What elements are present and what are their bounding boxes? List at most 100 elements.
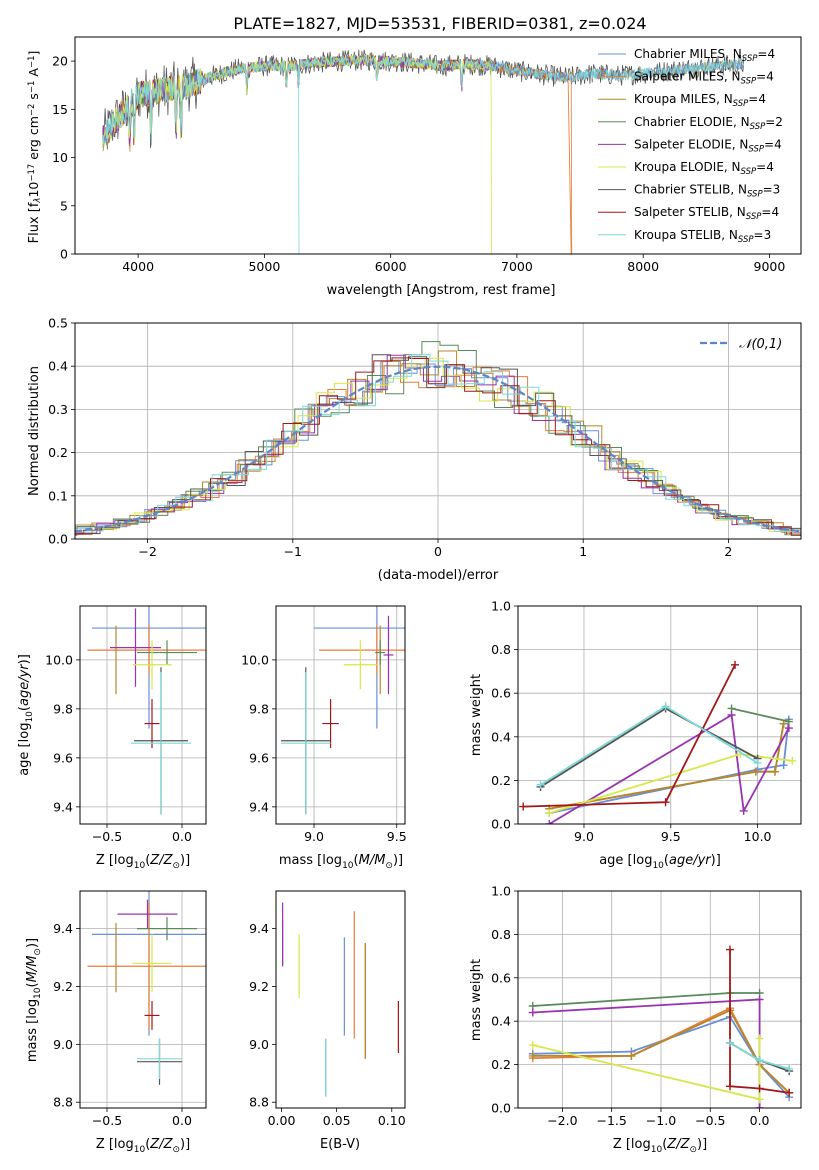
legend-nssp-prefix: , N xyxy=(724,160,741,174)
x-tick-label: 2 xyxy=(724,544,732,559)
y-axis-label-math: s xyxy=(26,93,41,104)
legend-ssp-sub: SSP xyxy=(733,99,749,109)
plot-area xyxy=(87,891,206,1085)
y-tick-label: 0.5 xyxy=(48,316,68,331)
weight-marker xyxy=(755,1095,764,1104)
legend-entry: Kroupa STELIB, NSSP=3 xyxy=(634,228,771,245)
legend-model: Kroupa STELIB xyxy=(634,228,721,242)
axis-label-math: Z xyxy=(149,1137,160,1152)
axis-label-math: )] xyxy=(697,1137,707,1152)
axis-label-math: 10 xyxy=(342,861,354,871)
weight-marker xyxy=(536,780,545,789)
weight-marker xyxy=(726,1038,735,1047)
axis-label-math: M xyxy=(25,971,40,982)
axis-label: age [log10(age/yr)] xyxy=(17,654,35,776)
legend-nssp: 2 xyxy=(775,115,783,129)
y-tick-label: 9.0 xyxy=(53,1037,73,1052)
legend-nssp-prefix: , N xyxy=(729,205,746,219)
legend-eq: = xyxy=(754,228,764,242)
axis-label: Z [log10(Z/Z⊙)] xyxy=(96,853,190,871)
plot-area xyxy=(282,902,399,1097)
spectrum-line-kroupa-stelib xyxy=(102,54,744,254)
axis-label-math: / xyxy=(17,676,32,683)
x-tick-label: 1 xyxy=(579,544,587,559)
legend-eq: = xyxy=(756,160,766,174)
axis-label-math: )] xyxy=(180,1137,190,1152)
axis-label: mass [log10(M/M⊙)] xyxy=(25,938,43,1062)
y-tick-label: 0.0 xyxy=(491,1101,511,1116)
chart-residuals: −2 −1 0 1 2 0.0 0.1 0.2 0.3 0.4 0.5 𝒩(0,1) (data-mod… xyxy=(27,316,802,583)
x-tick-label: 10.0 xyxy=(744,829,772,844)
legend-model: Kroupa ELODIE xyxy=(634,160,724,174)
legend-entry: Salpeter ELODIE, NSSP=4 xyxy=(634,137,782,154)
weight-marker xyxy=(751,767,760,776)
weight-marker xyxy=(784,724,793,733)
y-axis-label-math: ] xyxy=(26,51,41,56)
y-tick-label: 10.0 xyxy=(45,652,73,667)
axis-label-math: )] xyxy=(180,853,190,868)
y-tick-label: 9.6 xyxy=(53,750,73,765)
y-tick-label: 9.0 xyxy=(249,1037,269,1052)
axis-label-math: ⊙ xyxy=(172,861,180,871)
weight-marker xyxy=(753,758,762,767)
axis-label-math: Z xyxy=(666,1137,677,1152)
x-tick-label: 9.5 xyxy=(661,829,681,844)
axis-label-math: 10 xyxy=(134,861,146,871)
y-axis-label-math: −2 xyxy=(27,104,37,117)
legend-nssp: 3 xyxy=(773,183,781,197)
axis-label-math: 10 xyxy=(651,1145,663,1155)
weight-marker xyxy=(528,1041,537,1050)
axis-label-math: ( xyxy=(17,706,32,711)
axis-label-math: )] xyxy=(25,938,40,948)
y-tick-label: 0.2 xyxy=(48,445,68,460)
y-axis-label-math: −1 xyxy=(27,56,37,69)
y-tick-label: 9.8 xyxy=(249,701,269,716)
legend-ssp-sub: SSP xyxy=(747,190,763,200)
weight-marker xyxy=(739,806,748,815)
x-tick-label: 5000 xyxy=(248,259,280,274)
axis-label-math: Z xyxy=(163,1137,174,1152)
x-tick-label: −0.5 xyxy=(695,1113,725,1128)
y-tick-label: 0.4 xyxy=(48,359,68,374)
y-axis-label: Flux [fλ10−17 erg cm−2 s−1 A−1] xyxy=(26,51,43,244)
x-tick-label: 0.05 xyxy=(323,1113,351,1128)
x-tick-label: 0 xyxy=(434,544,442,559)
y-tick-label: 0.2 xyxy=(491,1057,511,1072)
axis-label-math: yr xyxy=(17,663,32,679)
weight-marker xyxy=(528,1008,537,1017)
y-tick-label: 15 xyxy=(52,102,68,117)
axis-label-math: age xyxy=(17,682,32,706)
plot-area xyxy=(280,606,405,815)
axis-label-math: / xyxy=(25,965,40,972)
x-tick-label: 8000 xyxy=(627,259,659,274)
y-tick-label: 9.4 xyxy=(249,799,269,814)
legend-nssp-prefix: , N xyxy=(732,137,749,151)
legend-entry: 𝒩(0,1) xyxy=(739,337,782,352)
x-tick-label: 0.10 xyxy=(378,1113,406,1128)
weight-marker xyxy=(770,767,779,776)
axis-label-math: ( xyxy=(662,1137,667,1152)
y-tick-label: 0.2 xyxy=(491,773,511,788)
weight-marker xyxy=(726,1082,735,1091)
legend-eq: = xyxy=(757,47,767,61)
axis-label: Z [log10(Z/Z⊙)] xyxy=(613,1137,707,1155)
axis-label-math: / xyxy=(692,853,699,868)
axis-label-math: ( xyxy=(145,853,150,868)
axes-frame xyxy=(79,890,207,1109)
legend-model: Chabrier MILES xyxy=(634,47,725,61)
legend-ssp-sub: SSP xyxy=(741,77,757,87)
y-tick-label: 8.8 xyxy=(249,1095,269,1110)
axes-frame xyxy=(275,890,406,1109)
legend-nssp: 4 xyxy=(771,205,779,219)
y-tick-label: 9.2 xyxy=(249,979,269,994)
axis-label-math: Z xyxy=(680,1137,691,1152)
axis-label: age [log10(age/yr)] xyxy=(599,853,721,871)
x-axis-label: wavelength [Angstrom, rest frame] xyxy=(327,283,556,298)
legend-entry: Chabrier MILES, NSSP=4 xyxy=(634,47,775,64)
legend-entry: Chabrier ELODIE, NSSP=2 xyxy=(634,115,783,132)
axis-label-math: M xyxy=(25,956,40,967)
axis-label-math: / xyxy=(158,1137,165,1152)
weight-line-salpeter-elodie xyxy=(548,713,790,824)
axis-label-math: / xyxy=(675,1137,682,1152)
legend-model: Salpeter STELIB xyxy=(634,205,729,219)
